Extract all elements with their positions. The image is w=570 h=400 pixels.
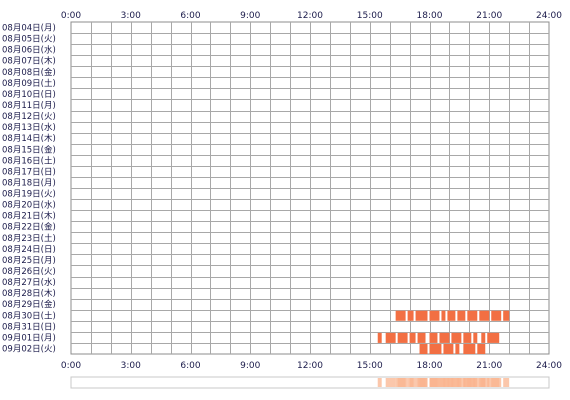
summary-mark	[385, 378, 396, 387]
activity-bar	[457, 310, 466, 321]
row-label: 08月14日(木)	[2, 133, 56, 144]
row-label: 08月13日(水)	[2, 122, 56, 133]
activity-bar	[439, 332, 450, 343]
row-label: 08月19日(火)	[2, 190, 56, 200]
x-tick-label-bottom: 0:00	[61, 361, 81, 371]
row-label: 08月29日(金)	[2, 299, 56, 310]
activity-bar	[491, 310, 502, 321]
row-label: 08月31日(日)	[2, 322, 56, 332]
activity-bar	[455, 343, 460, 354]
activity-bar	[477, 343, 486, 354]
row-label: 08月17日(日)	[2, 167, 56, 177]
x-tick-label-top: 18:00	[417, 11, 443, 21]
row-label: 08月08日(金)	[2, 67, 56, 78]
summary-mark	[443, 378, 454, 387]
activity-bar	[415, 310, 428, 321]
activity-bar	[503, 310, 510, 321]
activity-bar	[409, 332, 416, 343]
activity-bar	[481, 332, 486, 343]
row-label: 08月24日(日)	[2, 245, 56, 255]
activity-bar	[407, 310, 414, 321]
row-label: 08月18日(月)	[2, 178, 56, 188]
summary-mark	[503, 378, 510, 387]
x-tick-label-bottom: 21:00	[476, 361, 502, 371]
row-label: 09月01日(月)	[2, 333, 56, 343]
row-label: 08月27日(水)	[2, 277, 56, 288]
activity-bar	[463, 332, 472, 343]
activity-bar	[443, 343, 454, 354]
activity-bar	[397, 332, 408, 343]
activity-bar	[479, 310, 490, 321]
activity-bar	[417, 332, 426, 343]
row-label: 08月05日(火)	[2, 35, 56, 45]
row-label: 08月06日(水)	[2, 45, 56, 56]
summary-mark	[477, 378, 486, 387]
activity-bar	[487, 332, 500, 343]
summary-mark	[397, 378, 408, 387]
x-tick-label-bottom: 18:00	[417, 361, 443, 371]
x-tick-label-top: 6:00	[180, 11, 200, 21]
row-label: 08月30日(土)	[2, 310, 56, 321]
x-tick-label-top: 12:00	[297, 11, 323, 21]
activity-bar	[473, 332, 478, 343]
x-tick-label-bottom: 15:00	[357, 361, 383, 371]
summary-strip	[70, 376, 550, 389]
summary-mark	[455, 378, 460, 387]
activity-bar	[429, 332, 438, 343]
x-tick-label-bottom: 9:00	[240, 361, 260, 371]
activity-bar	[377, 332, 382, 343]
activity-bars	[377, 310, 510, 354]
summary-mark	[377, 378, 382, 387]
summary-mark	[419, 378, 428, 387]
activity-bar	[395, 310, 406, 321]
grid	[70, 21, 550, 355]
x-tick-label-top: 21:00	[476, 11, 502, 21]
activity-bar	[451, 332, 462, 343]
row-label: 08月21日(木)	[2, 211, 56, 222]
row-label: 08月07日(木)	[2, 56, 56, 67]
x-tick-label-top: 9:00	[240, 11, 260, 21]
activity-bar	[429, 343, 442, 354]
row-label: 08月10日(日)	[2, 90, 56, 100]
activity-bar	[463, 343, 476, 354]
row-label: 08月28日(木)	[2, 288, 56, 299]
x-tick-label-top: 0:00	[61, 11, 81, 21]
activity-bar	[385, 332, 396, 343]
x-tick-label-bottom: 3:00	[121, 361, 141, 371]
x-tick-label-top: 15:00	[357, 11, 383, 21]
x-tick-label-top: 3:00	[121, 11, 141, 21]
row-label: 08月12日(火)	[2, 112, 56, 122]
x-tick-label-bottom: 24:00	[536, 361, 562, 371]
summary-mark	[487, 378, 500, 387]
row-label: 08月23日(土)	[2, 233, 56, 244]
row-label: 08月09日(土)	[2, 78, 56, 89]
row-label: 08月22日(金)	[2, 222, 56, 233]
activity-bar	[447, 310, 456, 321]
row-label: 08月25日(月)	[2, 256, 56, 266]
summary-mark	[463, 378, 476, 387]
activity-bar	[467, 310, 478, 321]
summary-strip-frame	[70, 376, 550, 389]
summary-mark	[409, 378, 416, 387]
row-label: 08月11日(月)	[2, 101, 56, 111]
activity-bar	[441, 310, 446, 321]
row-label: 08月15日(金)	[2, 144, 56, 155]
x-tick-label-bottom: 6:00	[180, 361, 200, 371]
x-tick-label-bottom: 12:00	[297, 361, 323, 371]
activity-bar	[419, 343, 428, 354]
row-label: 09月02日(火)	[2, 344, 56, 354]
axis-labels: 0:00 0:00 3:00 3:00 6:00 6:00 9:00 9:00 12:00 12:…	[2, 11, 562, 371]
summary-mark	[429, 378, 442, 387]
row-label: 08月20日(水)	[2, 200, 56, 211]
x-tick-label-top: 24:00	[536, 11, 562, 21]
activity-bar	[429, 310, 440, 321]
row-label: 08月26日(火)	[2, 267, 56, 277]
row-label: 08月16日(土)	[2, 155, 56, 166]
row-label: 08月04日(月)	[2, 24, 56, 34]
